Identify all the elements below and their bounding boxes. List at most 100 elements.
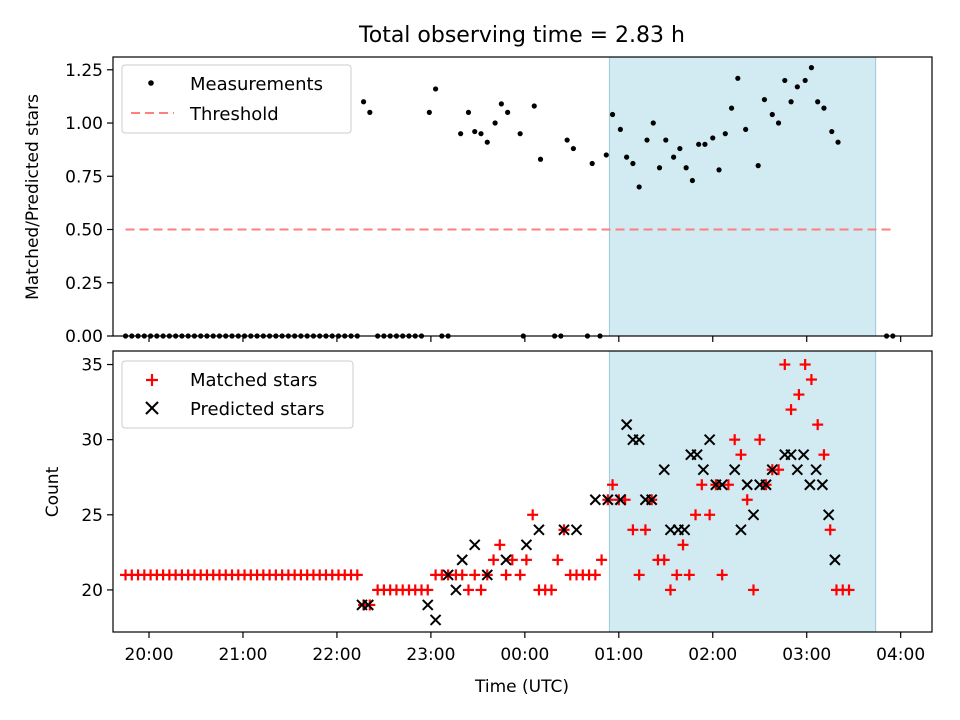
predicted-star-point — [766, 464, 778, 476]
x-tick-label: 23:00 — [406, 645, 455, 665]
matched-star-point — [773, 464, 785, 476]
bottom-y-tick-label: 35 — [81, 356, 103, 376]
measurement-point — [650, 120, 656, 126]
measurement-point — [609, 111, 616, 118]
matched-star-point — [422, 584, 434, 596]
top-y-tick-label: 0.75 — [65, 167, 103, 187]
top-y-tick-label: 1.25 — [65, 61, 103, 81]
x-tick-label: 04:00 — [876, 645, 925, 665]
measurement-point — [735, 75, 741, 81]
x-tick-label: 00:00 — [500, 645, 549, 665]
top-legend-box — [121, 64, 352, 134]
predicted-star-point — [469, 539, 481, 551]
predicted-star-point — [362, 599, 374, 611]
predicted-star-point — [602, 494, 614, 506]
predicted-star-point — [785, 448, 797, 461]
matched-star-point — [639, 524, 651, 536]
measurement-point — [722, 131, 728, 137]
matched-star-point — [677, 539, 689, 551]
predicted-star-point — [741, 479, 753, 491]
measurement-point — [702, 141, 708, 147]
matched-legend-marker — [146, 374, 158, 386]
measurement-point — [531, 103, 537, 109]
measurement-point — [775, 120, 782, 126]
measurement-point — [835, 139, 841, 145]
bottom-y-tick-label: 25 — [81, 506, 103, 526]
matched-star-point — [469, 569, 481, 581]
bottom-legend: Matched stars Predicted stars — [121, 360, 354, 429]
top-y-tick-label: 1.00 — [65, 114, 103, 134]
measurement-point — [677, 145, 683, 152]
measurement-point — [630, 160, 636, 167]
matched-star-point — [729, 434, 741, 446]
measurement-point — [624, 154, 630, 160]
matched-star-point — [716, 569, 728, 581]
matched-star-point — [500, 569, 512, 581]
x-tick-label: 21:00 — [218, 645, 267, 665]
measurement-point — [478, 131, 484, 137]
predicted-legend-marker — [145, 401, 159, 415]
bottom-plot-frame — [112, 350, 933, 633]
measurement-point — [755, 163, 761, 169]
matched-star-point — [514, 569, 526, 581]
measurement-point — [696, 141, 702, 147]
predicted-star-point — [456, 554, 468, 566]
measurement-point — [821, 105, 827, 111]
matched-star-point — [633, 569, 645, 581]
predicted-star-point — [728, 464, 741, 476]
top-x-ticks — [148, 336, 902, 342]
measurement-point — [505, 109, 511, 115]
measurement-point — [472, 128, 478, 135]
measurement-point — [743, 126, 749, 133]
measurement-point — [689, 177, 696, 184]
x-tick-label: 22:00 — [312, 645, 361, 665]
predicted-star-point — [450, 584, 462, 596]
matched-star-point — [488, 554, 500, 566]
matched-star-point — [741, 494, 753, 506]
bottom-legend-box — [121, 360, 354, 429]
matched-star-point — [552, 554, 564, 566]
predicted-star-point — [747, 509, 760, 521]
predicted-star-point — [760, 479, 772, 491]
measurement-point — [492, 120, 498, 126]
matched-star-point — [683, 569, 695, 581]
measurement-point — [458, 131, 464, 137]
measurement-point — [656, 165, 663, 171]
measurement-point — [829, 128, 835, 135]
x-tick-label: 01:00 — [594, 645, 643, 665]
top-y-tick-label: 0.50 — [65, 221, 103, 241]
measurement-point — [808, 65, 815, 71]
matched-star-point — [722, 479, 734, 491]
measurement-point — [782, 77, 788, 84]
measurement-point — [815, 99, 821, 105]
predicted-star-point — [500, 554, 512, 566]
predicted-star-point — [697, 464, 710, 476]
top-y-ticks: 0.00 0.25 0.50 0.75 1.00 1.25 — [65, 61, 113, 347]
predicted-star-point — [816, 479, 829, 491]
x-axis-label: Time (UTC) — [474, 677, 569, 697]
matched-star-point — [754, 434, 766, 446]
matched-star-point — [704, 509, 716, 521]
predicted-stars-series — [356, 418, 841, 626]
matched-star-point — [494, 539, 506, 551]
measurement-point — [465, 109, 472, 115]
matched-star-point — [824, 524, 836, 536]
bottom-y-tick-label: 20 — [81, 581, 103, 601]
predicted-star-point — [589, 494, 602, 506]
matched-star-point — [364, 599, 376, 611]
measurement-point — [761, 96, 768, 103]
matched-star-point — [799, 359, 811, 371]
matched-legend-label: Matched stars — [190, 370, 317, 391]
x-tick-label: 03:00 — [782, 645, 831, 665]
threshold-legend-label: Threshold — [189, 104, 279, 125]
matched-star-point — [818, 449, 830, 461]
bottom-x-ticks: 20:00 21:00 22:00 23:00 00:00 01:00 02:00 03:00… — [125, 632, 925, 665]
measurement-point — [484, 139, 490, 145]
measurement-point — [432, 86, 439, 92]
predicted-star-point — [533, 524, 545, 536]
matched-star-point — [812, 419, 824, 431]
predicted-legend-label: Predicted stars — [190, 399, 324, 420]
predicted-star-point — [829, 554, 841, 566]
predicted-star-point — [422, 599, 434, 611]
